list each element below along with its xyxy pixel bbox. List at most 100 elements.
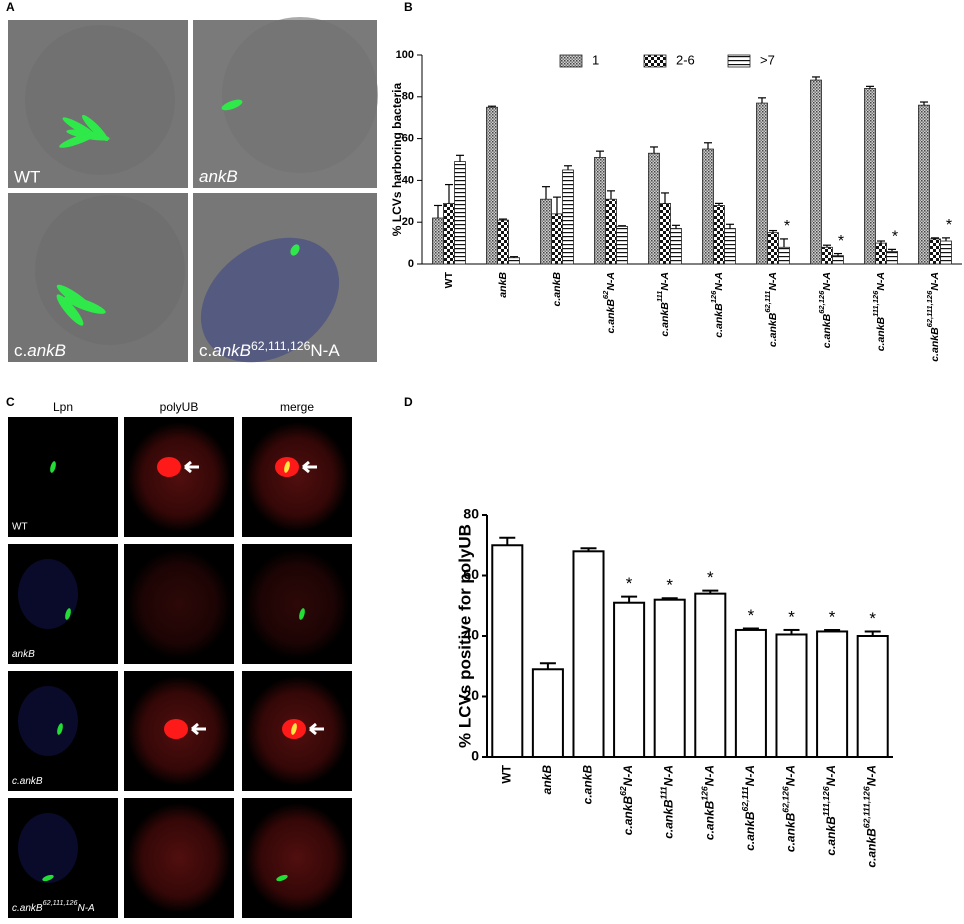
bar xyxy=(856,635,889,758)
image-label: c.ankB xyxy=(14,341,66,360)
bacterium xyxy=(291,723,297,735)
y-tick-label: 80 xyxy=(463,506,479,522)
significance: * xyxy=(788,607,795,626)
legend-swatch xyxy=(643,54,667,68)
significance: * xyxy=(892,229,898,246)
y-tick-label: 40 xyxy=(463,627,479,643)
bacterium xyxy=(57,723,63,735)
bar xyxy=(508,257,520,265)
y-tick-label: 60 xyxy=(463,566,479,582)
bar xyxy=(572,550,605,758)
bar xyxy=(540,198,552,265)
bar xyxy=(886,251,898,265)
panel-label: C xyxy=(6,395,15,409)
y-tick-label: 60 xyxy=(402,133,414,145)
bar xyxy=(497,219,509,265)
bar xyxy=(486,106,498,265)
bar xyxy=(778,246,790,265)
bar xyxy=(864,88,876,265)
cell-stain xyxy=(127,422,231,532)
x-tick-label: c.ankB111,126N-A xyxy=(871,272,887,351)
bar xyxy=(562,169,574,265)
cell-stain xyxy=(245,422,349,532)
bar xyxy=(613,601,646,758)
bar xyxy=(659,202,671,265)
row-label: c.ankB xyxy=(12,776,43,787)
bar xyxy=(724,228,736,265)
significance: * xyxy=(838,233,844,250)
bacterium xyxy=(42,874,54,882)
significance: * xyxy=(829,607,836,626)
row-label: c.ankB62,111,126N-A xyxy=(12,898,95,914)
polyub-blob xyxy=(164,719,188,739)
bar xyxy=(821,246,833,265)
nucleus xyxy=(18,686,78,756)
x-tick-label: WT xyxy=(443,271,455,288)
image-label: WT xyxy=(14,167,40,186)
nucleus xyxy=(18,559,78,629)
bar xyxy=(531,668,564,759)
cell-stain xyxy=(245,803,349,913)
significance: * xyxy=(869,609,876,628)
bar xyxy=(767,232,779,265)
significance: * xyxy=(626,574,633,593)
significance: * xyxy=(946,217,952,234)
x-tick-label: c.ankB111,126N-A xyxy=(821,765,838,856)
column-header: merge xyxy=(280,400,314,414)
x-tick-label: c.ankB62,111,126N-A xyxy=(862,765,879,868)
x-tick-label: c.ankB111N-A xyxy=(659,765,676,839)
legend-label: 2-6 xyxy=(676,52,695,67)
legend-label: 1 xyxy=(592,52,599,67)
bar xyxy=(653,598,686,759)
micrographs-a xyxy=(8,17,378,363)
bar xyxy=(702,148,714,265)
y-tick-label: 100 xyxy=(396,49,414,61)
x-tick-label: ankB xyxy=(497,272,509,298)
panel-label: B xyxy=(404,0,413,14)
y-tick-label: 0 xyxy=(471,748,479,764)
bar xyxy=(443,202,455,265)
bacterium xyxy=(65,608,71,620)
arrow xyxy=(302,460,317,474)
image-label: ankB xyxy=(199,167,238,186)
nucleus xyxy=(18,813,78,883)
cell-stain xyxy=(127,803,231,913)
legend-swatch xyxy=(559,54,583,68)
bar xyxy=(594,157,606,265)
y-axis-label: % LCVs harboring bacteria xyxy=(390,82,404,236)
x-tick-label: c.ankB62,111N-A xyxy=(740,765,757,851)
x-tick-label: c.ankB126N-A xyxy=(700,765,717,840)
bar xyxy=(940,240,952,265)
polyub-blob xyxy=(157,457,181,477)
y-tick-label: 0 xyxy=(408,258,414,270)
x-tick-label: c.ankB xyxy=(581,765,595,805)
y-tick-label: 20 xyxy=(402,216,414,228)
y-tick-label: 80 xyxy=(402,91,414,103)
bacterium xyxy=(299,608,305,620)
row-label: ankB xyxy=(12,649,35,660)
bacterium xyxy=(276,874,288,882)
x-tick-label: ankB xyxy=(540,765,554,795)
bar xyxy=(694,592,727,759)
image-label: c.ankB62,111,126N-A xyxy=(199,339,340,360)
bacterium xyxy=(50,461,56,473)
significance: * xyxy=(707,568,714,587)
bar xyxy=(713,205,725,265)
legend-label: >7 xyxy=(760,52,775,67)
significance: * xyxy=(666,576,673,595)
bar xyxy=(605,198,617,265)
arrow xyxy=(184,460,199,474)
significance: * xyxy=(784,218,790,235)
arrow xyxy=(191,722,206,736)
panel-label: D xyxy=(404,395,413,409)
y-axis-label: % LCVs positive for polyUB xyxy=(455,524,474,748)
significance: * xyxy=(748,606,755,625)
x-tick-label: c.ankB xyxy=(551,272,563,307)
bar xyxy=(929,238,941,265)
legend-swatch xyxy=(727,54,751,68)
bar xyxy=(670,228,682,265)
bar xyxy=(810,79,822,265)
micrograph xyxy=(8,417,118,537)
x-tick-label: c.ankB62N-A xyxy=(601,272,617,334)
